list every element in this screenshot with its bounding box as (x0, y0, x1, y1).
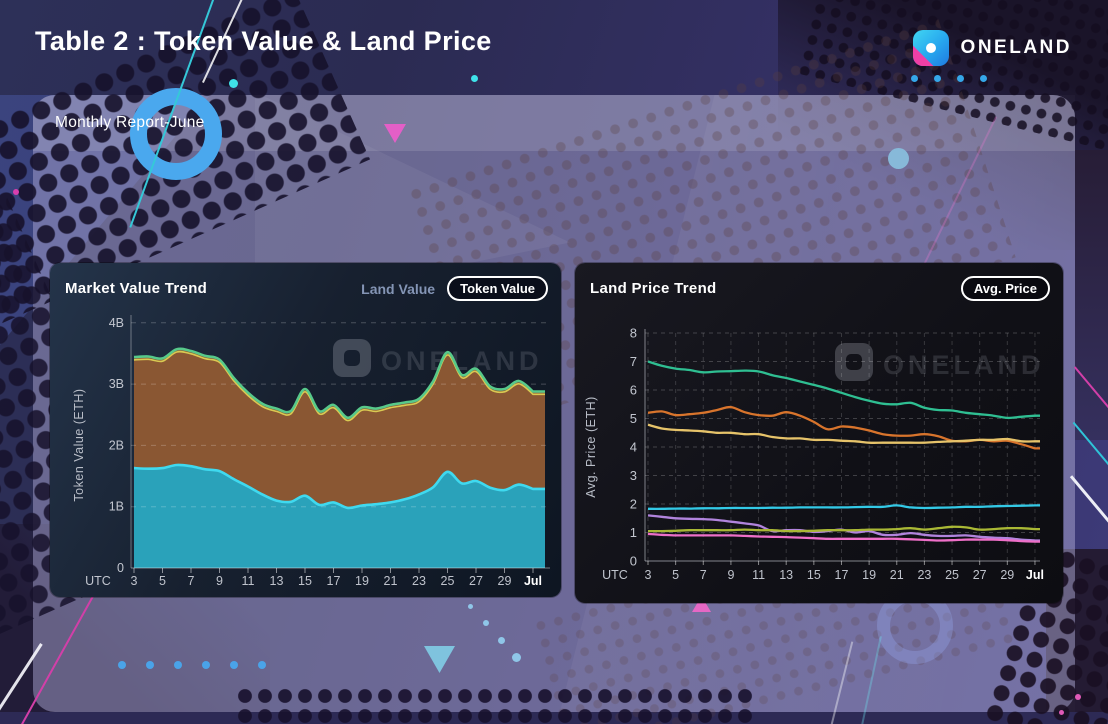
svg-text:Avg. Price (ETH): Avg. Price (ETH) (584, 396, 598, 498)
svg-text:27: 27 (469, 574, 483, 588)
svg-text:0: 0 (630, 554, 637, 569)
avg-price-badge: Avg. Price (960, 276, 1050, 301)
svg-text:19: 19 (862, 568, 876, 582)
oneland-logo-icon (912, 30, 949, 66)
svg-text:6: 6 (630, 383, 637, 398)
brand-name: ONELAND (960, 37, 1072, 58)
market-chart-title: Market Value Trend (65, 280, 208, 297)
svg-text:29: 29 (1000, 568, 1014, 582)
svg-text:29: 29 (498, 574, 512, 588)
market-value-trend-card: Market Value Trend Land Value Token Valu… (50, 263, 561, 597)
svg-text:17: 17 (327, 574, 341, 588)
svg-text:1: 1 (630, 525, 637, 540)
svg-text:2: 2 (630, 497, 637, 512)
dot-pattern-bottom-strip (235, 686, 755, 724)
svg-text:27: 27 (973, 568, 987, 582)
token-value-toggle[interactable]: Token Value (447, 276, 548, 301)
svg-text:UTC: UTC (602, 568, 628, 582)
svg-text:15: 15 (298, 574, 312, 588)
svg-text:Token Value (ETH): Token Value (ETH) (72, 388, 86, 501)
svg-text:13: 13 (270, 574, 284, 588)
light-blue-circle-decor (888, 148, 909, 169)
land-chart-title: Land Price Trend (590, 280, 717, 297)
subtitle: Monthly Report-June (55, 114, 205, 131)
svg-text:25: 25 (945, 568, 959, 582)
svg-text:9: 9 (727, 568, 734, 582)
cyan-dot-decor (471, 75, 478, 82)
land-value-toggle[interactable]: Land Value (361, 280, 436, 297)
land-chart-canvas: ONELAND 3 5 7 9 11 13 15 17 19 21 23 25 27 29 Jul 8 7 6 5 4 3… (575, 263, 1063, 603)
svg-text:13: 13 (779, 568, 793, 582)
svg-text:5: 5 (672, 568, 679, 582)
svg-text:11: 11 (242, 574, 255, 588)
svg-text:Jul: Jul (524, 574, 542, 588)
svg-text:23: 23 (917, 568, 931, 582)
svg-text:4B: 4B (109, 316, 124, 330)
svg-text:2B: 2B (109, 438, 124, 452)
svg-text:7: 7 (630, 354, 637, 369)
svg-text:3: 3 (131, 574, 138, 588)
svg-text:21: 21 (384, 574, 398, 588)
svg-text:25: 25 (441, 574, 455, 588)
svg-text:19: 19 (355, 574, 369, 588)
svg-text:ONELAND: ONELAND (883, 350, 1045, 380)
diagonal-dots-decor (468, 604, 532, 668)
svg-text:8: 8 (630, 326, 637, 341)
svg-text:0: 0 (117, 561, 124, 575)
svg-text:11: 11 (752, 568, 765, 582)
svg-text:ONELAND: ONELAND (381, 346, 543, 376)
svg-text:21: 21 (890, 568, 904, 582)
diagonal-line-decor (1069, 475, 1108, 531)
market-chart-canvas: ONELAND 3 5 7 9 11 13 15 17 19 21 23 25 27 29 Jul 4B 3B 2B… (50, 263, 561, 597)
svg-text:UTC: UTC (85, 574, 111, 588)
svg-text:7: 7 (700, 568, 707, 582)
svg-text:5: 5 (630, 411, 637, 426)
svg-text:5: 5 (159, 574, 166, 588)
brand-logo: ONELAND (912, 30, 1072, 66)
svg-text:23: 23 (412, 574, 426, 588)
land-price-trend-card: Land Price Trend Avg. Price ONELAND 3 5 7 9 1… (575, 263, 1063, 603)
svg-text:17: 17 (835, 568, 849, 582)
magenta-dot-decor (13, 189, 19, 195)
svg-text:3: 3 (645, 568, 652, 582)
svg-text:1B: 1B (109, 500, 124, 514)
svg-text:3: 3 (630, 468, 637, 483)
page-title: Table 2 : Token Value & Land Price (35, 26, 492, 56)
blue-dots-row-decor (118, 661, 266, 669)
svg-text:15: 15 (807, 568, 821, 582)
bg-right-strip (1075, 150, 1108, 440)
svg-text:7: 7 (188, 574, 195, 588)
svg-text:9: 9 (216, 574, 223, 588)
pink-dot-decor (1075, 694, 1081, 700)
svg-text:4: 4 (630, 440, 637, 455)
pink-dot-decor (1059, 710, 1064, 715)
logo-dots-decor (911, 75, 987, 82)
svg-text:Jul: Jul (1026, 568, 1044, 582)
svg-text:3B: 3B (109, 377, 124, 391)
cyan-dot-decor (229, 79, 238, 88)
